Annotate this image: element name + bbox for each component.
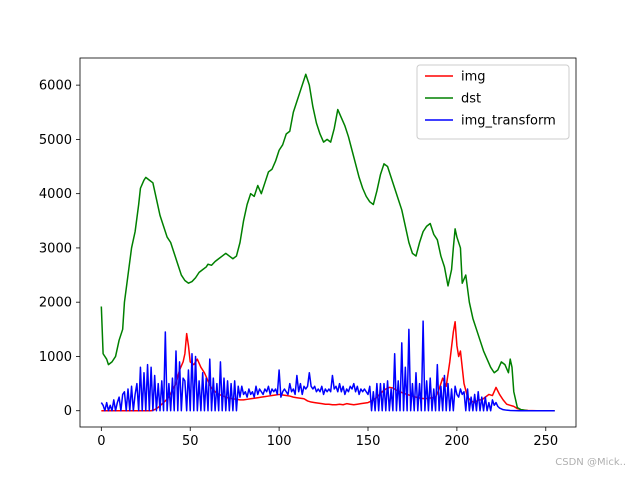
legend-label: dst — [461, 92, 481, 107]
series-line-img-transform — [100, 320, 555, 412]
y-tick-label: 3000 — [39, 241, 72, 256]
series-line-dst — [100, 73, 555, 412]
y-tick-label: 1000 — [39, 350, 72, 365]
y-tick-label: 0 — [64, 404, 72, 419]
y-axis: 0 1000 2000 3000 4000 5000 6000 — [39, 79, 80, 419]
x-axis: 0 50 100 150 200 250 — [97, 427, 558, 449]
y-tick-label: 5000 — [39, 133, 72, 148]
watermark: CSDN @Mick.. — [555, 457, 626, 468]
x-tick-label: 250 — [533, 434, 558, 449]
y-tick-label: 6000 — [39, 79, 72, 94]
legend: img dst img_transform — [416, 64, 570, 140]
x-tick-label: 200 — [444, 434, 469, 449]
x-tick-label: 100 — [267, 434, 292, 449]
x-tick-label: 50 — [182, 434, 199, 449]
legend-label: img_transform — [461, 114, 556, 129]
y-tick-label: 2000 — [39, 296, 72, 311]
legend-label: img — [461, 70, 486, 85]
x-tick-label: 150 — [356, 434, 381, 449]
x-tick-label: 0 — [97, 434, 105, 449]
series-layer — [100, 73, 555, 412]
y-tick-label: 4000 — [39, 187, 72, 202]
plot-area-frame — [79, 57, 577, 428]
legend-box — [416, 64, 570, 140]
